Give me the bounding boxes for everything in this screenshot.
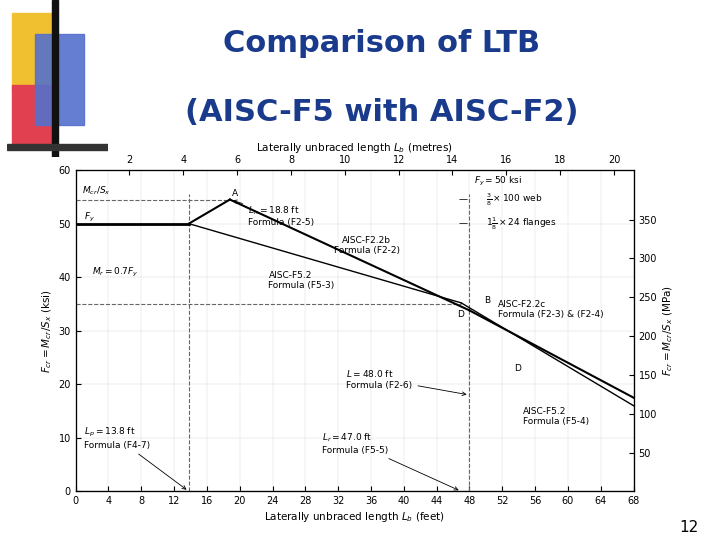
Text: $M_{cr}/S_x$: $M_{cr}/S_x$ bbox=[82, 184, 111, 197]
Text: $L_r = 47.0$ ft
Formula (F5-5): $L_r = 47.0$ ft Formula (F5-5) bbox=[322, 432, 458, 490]
Text: AISC-F2.2b
Formula (F2-2): AISC-F2.2b Formula (F2-2) bbox=[334, 235, 400, 255]
Text: $1\frac{1}{8}\times24$ flanges: $1\frac{1}{8}\times24$ flanges bbox=[486, 216, 557, 232]
Text: D: D bbox=[457, 310, 464, 319]
X-axis label: Laterally unbraced length $L_b$ (metres): Laterally unbraced length $L_b$ (metres) bbox=[256, 141, 453, 155]
Y-axis label: $F_{cr} = M_{cr}/S_x$ (ksi): $F_{cr} = M_{cr}/S_x$ (ksi) bbox=[40, 289, 54, 373]
Text: $L_p = 13.8$ ft
Formula (F4-7): $L_p = 13.8$ ft Formula (F4-7) bbox=[84, 426, 186, 489]
Text: B: B bbox=[485, 296, 490, 305]
Bar bbox=[35, 35, 84, 125]
X-axis label: Laterally unbraced length $L_b$ (feet): Laterally unbraced length $L_b$ (feet) bbox=[264, 510, 445, 524]
Text: (AISC-F5 with AISC-F2): (AISC-F5 with AISC-F2) bbox=[185, 98, 578, 127]
Bar bbox=[12, 12, 50, 91]
Text: $M_r = 0.7F_y$: $M_r = 0.7F_y$ bbox=[92, 266, 138, 279]
Text: $F_y$: $F_y$ bbox=[84, 211, 95, 224]
Text: $F_y = 50$ ksi: $F_y = 50$ ksi bbox=[474, 175, 522, 188]
Text: AISC-F5.2
Formula (F5-4): AISC-F5.2 Formula (F5-4) bbox=[523, 407, 589, 427]
Y-axis label: $F_{cr} = M_{cr}/S_x$ (MPa): $F_{cr} = M_{cr}/S_x$ (MPa) bbox=[661, 285, 675, 376]
Text: $\frac{3}{8}\times100$ web: $\frac{3}{8}\times100$ web bbox=[486, 192, 542, 208]
Text: —: — bbox=[459, 219, 468, 228]
Text: D: D bbox=[515, 364, 521, 373]
Bar bbox=[52, 0, 58, 157]
Text: AISC-F2.2c
Formula (F2-3) & (F2-4): AISC-F2.2c Formula (F2-3) & (F2-4) bbox=[498, 300, 604, 319]
Text: $L = 48.0$ ft
Formula (F2-6): $L = 48.0$ ft Formula (F2-6) bbox=[346, 368, 466, 395]
Text: —: — bbox=[459, 195, 468, 204]
Bar bbox=[7, 144, 128, 150]
Text: $L_n = 18.8$ ft
Formula (F2-5): $L_n = 18.8$ ft Formula (F2-5) bbox=[233, 200, 314, 227]
Text: Comparison of LTB: Comparison of LTB bbox=[223, 29, 540, 58]
Text: 12: 12 bbox=[679, 519, 698, 535]
Bar bbox=[12, 85, 50, 144]
Text: A: A bbox=[233, 190, 238, 199]
Text: AISC-F5.2
Formula (F5-3): AISC-F5.2 Formula (F5-3) bbox=[269, 271, 335, 290]
